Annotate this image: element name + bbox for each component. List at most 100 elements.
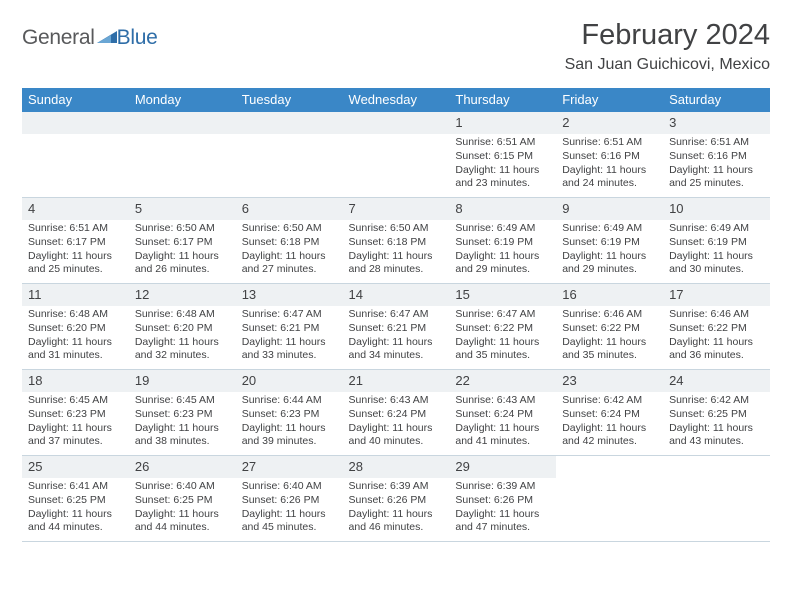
day-number-bar: 14 <box>343 284 450 306</box>
day-number: 25 <box>28 459 42 474</box>
day-number: 6 <box>242 201 249 216</box>
weekday-header: Friday <box>556 88 663 112</box>
day-number-bar: 21 <box>343 370 450 392</box>
daylight-line: Daylight: 11 hours and 30 minutes. <box>669 250 764 278</box>
day-number-bar: 25 <box>22 456 129 478</box>
sunrise-line: Sunrise: 6:48 AM <box>28 308 123 322</box>
day-number-bar: 22 <box>449 370 556 392</box>
sunset-line: Sunset: 6:21 PM <box>242 322 337 336</box>
day-number-bar: 2 <box>556 112 663 134</box>
sunset-line: Sunset: 6:25 PM <box>135 494 230 508</box>
sunrise-line: Sunrise: 6:51 AM <box>669 136 764 150</box>
logo: General Blue <box>22 26 157 50</box>
daylight-line: Daylight: 11 hours and 23 minutes. <box>455 164 550 192</box>
day-number-bar: 11 <box>22 284 129 306</box>
daylight-line: Daylight: 11 hours and 40 minutes. <box>349 422 444 450</box>
day-details: Sunrise: 6:39 AMSunset: 6:26 PMDaylight:… <box>343 478 450 537</box>
day-number: 17 <box>669 287 683 302</box>
day-details: Sunrise: 6:42 AMSunset: 6:25 PMDaylight:… <box>663 392 770 451</box>
daylight-line: Daylight: 11 hours and 44 minutes. <box>135 508 230 536</box>
day-details: Sunrise: 6:41 AMSunset: 6:25 PMDaylight:… <box>22 478 129 537</box>
sunset-line: Sunset: 6:21 PM <box>349 322 444 336</box>
weekday-header: Wednesday <box>343 88 450 112</box>
day-details: Sunrise: 6:46 AMSunset: 6:22 PMDaylight:… <box>556 306 663 365</box>
daylight-line: Daylight: 11 hours and 35 minutes. <box>455 336 550 364</box>
day-number: 13 <box>242 287 256 302</box>
calendar-row: 11 Sunrise: 6:48 AM Sunset: 6:20 PM Dayligh… <box>22 283 770 369</box>
calendar-cell: 18Sunrise: 6:45 AMSunset: 6:23 PMDayligh… <box>22 369 129 455</box>
daylight-line: Daylight: 11 hours and 29 minutes. <box>455 250 550 278</box>
day-details: Sunrise: 6:51 AMSunset: 6:16 PMDaylight:… <box>663 134 770 193</box>
day-details: Sunrise: 6:51 AMSunset: 6:15 PMDaylight:… <box>449 134 556 193</box>
day-number-bar: 28 <box>343 456 450 478</box>
calendar-cell: 26Sunrise: 6:40 AMSunset: 6:25 PMDayligh… <box>129 455 236 541</box>
sunrise-line: Sunrise: 6:45 AM <box>135 394 230 408</box>
sunrise-line: Sunrise: 6:46 AM <box>562 308 657 322</box>
calendar-cell: 20Sunrise: 6:44 AMSunset: 6:23 PMDayligh… <box>236 369 343 455</box>
calendar-cell: 4 Sunrise: 6:51 AMSunset: 6:17 PMDaylight… <box>22 197 129 283</box>
sunrise-line: Sunrise: 6:45 AM <box>28 394 123 408</box>
sunset-line: Sunset: 6:17 PM <box>28 236 123 250</box>
calendar-body: 1Sunrise: 6:51 AMSunset: 6:15 PMDaylight… <box>22 112 770 542</box>
day-details: Sunrise: 6:50 AMSunset: 6:17 PMDaylight:… <box>129 220 236 279</box>
calendar-cell: 5 Sunrise: 6:50 AMSunset: 6:17 PMDaylight… <box>129 197 236 283</box>
title-block: February 2024 San Juan Guichicovi, Mexic… <box>565 20 770 74</box>
day-number: 15 <box>455 287 469 302</box>
sunset-line: Sunset: 6:16 PM <box>669 150 764 164</box>
sunrise-line: Sunrise: 6:50 AM <box>349 222 444 236</box>
day-number: 16 <box>562 287 576 302</box>
day-number: 4 <box>28 201 35 216</box>
day-details: Sunrise: 6:47 AMSunset: 6:22 PMDaylight:… <box>449 306 556 365</box>
daylight-line: Daylight: 11 hours and 38 minutes. <box>135 422 230 450</box>
page-header: General Blue February 2024 San Juan Guic… <box>22 20 770 74</box>
daylight-line: Daylight: 11 hours and 25 minutes. <box>669 164 764 192</box>
weekday-header: Saturday <box>663 88 770 112</box>
day-number: 14 <box>349 287 363 302</box>
daylight-line: Daylight: 11 hours and 25 minutes. <box>28 250 123 278</box>
daylight-line: Daylight: 11 hours and 34 minutes. <box>349 336 444 364</box>
day-number-bar: 15 <box>449 284 556 306</box>
sunset-line: Sunset: 6:25 PM <box>669 408 764 422</box>
calendar-row: 4Sunrise: 6:51 AMSunset: 6:17 PMDaylight… <box>22 197 770 283</box>
day-details: Sunrise: 6:49 AMSunset: 6:19 PMDaylight:… <box>663 220 770 279</box>
sunset-line: Sunset: 6:24 PM <box>562 408 657 422</box>
calendar-table: SundayMondayTuesdayWednesdayThursdayFrid… <box>22 88 770 542</box>
daylight-line: Daylight: 11 hours and 28 minutes. <box>349 250 444 278</box>
day-details: Sunrise: 6:50 AMSunset: 6:18 PMDaylight:… <box>236 220 343 279</box>
sunrise-line: Sunrise: 6:51 AM <box>28 222 123 236</box>
day-details: Sunrise: 6:49 AMSunset: 6:19 PMDaylight:… <box>556 220 663 279</box>
day-number: 3 <box>669 115 676 130</box>
calendar-cell: 11Sunrise: 6:48 AMSunset: 6:20 PMDayligh… <box>22 283 129 369</box>
day-number-bar: 12 <box>129 284 236 306</box>
day-number-bar: 10 <box>663 198 770 220</box>
calendar-cell: 7Sunrise: 6:50 AMSunset: 6:18 PMDaylight… <box>343 197 450 283</box>
daylight-line: Daylight: 11 hours and 31 minutes. <box>28 336 123 364</box>
day-number: 27 <box>242 459 256 474</box>
daylight-line: Daylight: 11 hours and 47 minutes. <box>455 508 550 536</box>
day-number-bar: 29 <box>449 456 556 478</box>
day-number-bar: 24 <box>663 370 770 392</box>
day-number: 10 <box>669 201 683 216</box>
calendar-cell: 28Sunrise: 6:39 AMSunset: 6:26 PMDayligh… <box>343 455 450 541</box>
daylight-line: Daylight: 11 hours and 41 minutes. <box>455 422 550 450</box>
sunrise-line: Sunrise: 6:50 AM <box>242 222 337 236</box>
day-number-bar: 13 <box>236 284 343 306</box>
daylight-line: Daylight: 11 hours and 39 minutes. <box>242 422 337 450</box>
sunrise-line: Sunrise: 6:47 AM <box>242 308 337 322</box>
daylight-line: Daylight: 11 hours and 33 minutes. <box>242 336 337 364</box>
month-title: February 2024 <box>565 20 770 52</box>
sunset-line: Sunset: 6:26 PM <box>349 494 444 508</box>
calendar-cell: 13 Sunrise: 6:47 AMSunset: 6:21 PMDayligh… <box>236 283 343 369</box>
day-number: 12 <box>135 287 149 302</box>
sunset-line: Sunset: 6:23 PM <box>135 408 230 422</box>
calendar-cell: 12Sunrise: 6:48 AMSunset: 6:20 PMDayligh… <box>129 283 236 369</box>
sunrise-line: Sunrise: 6:43 AM <box>349 394 444 408</box>
day-number-bar: 19 <box>129 370 236 392</box>
sunset-line: Sunset: 6:25 PM <box>28 494 123 508</box>
calendar-row: 1Sunrise: 6:51 AMSunset: 6:15 PMDaylight… <box>22 112 770 198</box>
day-number-bar: 26 <box>129 456 236 478</box>
sunset-line: Sunset: 6:20 PM <box>135 322 230 336</box>
calendar-cell: 19 Sunrise: 6:45 AMSunset: 6:23 PMDayligh… <box>129 369 236 455</box>
logo-text-general: General <box>22 26 95 50</box>
day-number: 5 <box>135 201 142 216</box>
